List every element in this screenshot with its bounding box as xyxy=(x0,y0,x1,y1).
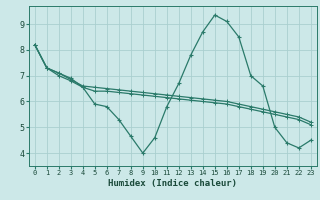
X-axis label: Humidex (Indice chaleur): Humidex (Indice chaleur) xyxy=(108,179,237,188)
